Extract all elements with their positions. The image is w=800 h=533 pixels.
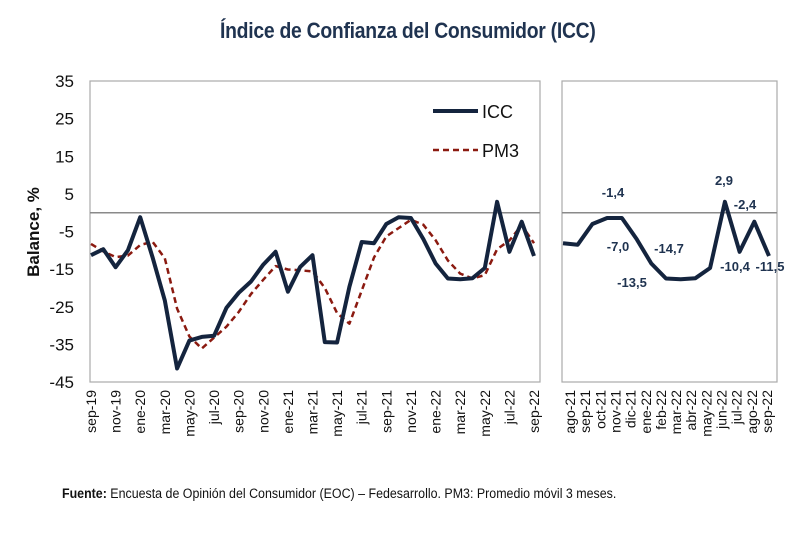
icc-zoom-line — [562, 199, 771, 282]
x-tick-label: jul-21 — [354, 390, 370, 425]
x-tick-label: mar-22 — [452, 390, 468, 435]
x-tick-label: abr-22 — [683, 390, 699, 431]
legend-pm3-label: PM3 — [482, 141, 519, 161]
source-label: Fuente: — [62, 486, 107, 501]
y-tick-label: -5 — [59, 223, 74, 242]
data-label: -10,4 — [720, 259, 750, 274]
x-tick-label: dic-21 — [623, 390, 639, 428]
y-tick-label: -15 — [49, 260, 74, 279]
right-plot-frame — [561, 80, 778, 383]
x-tick-label: mar-22 — [668, 390, 684, 435]
x-tick-label: ago-22 — [744, 390, 760, 434]
data-label: -7,0 — [607, 239, 629, 254]
data-label: -11,5 — [756, 259, 785, 274]
y-tick-label: 35 — [55, 72, 74, 91]
x-tick-label: may-22 — [477, 390, 493, 437]
right-panel: ago-21 sep-21 oct-21 nov-21 dic-21 ene-22 feb-… — [561, 80, 785, 437]
x-tick-label: jul-22 — [501, 390, 517, 425]
data-label: -13,5 — [617, 275, 647, 290]
data-label: -1,4 — [602, 185, 625, 200]
x-tick-label: mar-20 — [157, 390, 173, 435]
data-label: -2,4 — [734, 197, 757, 212]
x-tick-label: oct-21 — [592, 390, 608, 429]
data-label: -14,7 — [654, 241, 684, 256]
source-note: Fuente: Encuesta de Opinión del Consumid… — [62, 486, 616, 501]
y-tick-label: 25 — [55, 110, 74, 129]
x-tick-label: sep-21 — [378, 390, 394, 433]
x-tick-label: sep-22 — [759, 390, 775, 433]
x-tick-label: ene-20 — [132, 390, 148, 434]
x-tick-label: feb-22 — [653, 390, 669, 430]
x-tick-label: ago-21 — [562, 390, 578, 434]
y-axis-label: Balance, % — [24, 187, 43, 277]
x-tick-label: ene-22 — [428, 390, 444, 434]
x-tick-label: nov-21 — [607, 390, 623, 433]
left-plot-frame — [89, 80, 541, 383]
x-tick-label: ene-22 — [638, 390, 654, 434]
x-tick-label: jun-22 — [714, 390, 730, 430]
x-tick-label: nov-20 — [255, 390, 271, 433]
data-label: 2,9 — [715, 173, 733, 188]
x-tick-label: sep-20 — [231, 390, 247, 433]
y-tick-label: -45 — [49, 373, 74, 392]
x-tick-label: nov-19 — [108, 390, 124, 433]
x-tick-label: jul-22 — [729, 390, 745, 425]
y-tick-label: -35 — [49, 335, 74, 354]
y-tick-label: 5 — [65, 185, 74, 204]
source-text: Encuesta de Opinión del Consumidor (EOC)… — [106, 486, 617, 501]
x-tick-label: may-22 — [698, 390, 714, 437]
x-tick-label: mar-21 — [305, 390, 321, 435]
icc-line — [90, 199, 536, 371]
x-tick-label: sep-22 — [526, 390, 542, 433]
x-tick-label: may-21 — [329, 390, 345, 437]
y-tick-label: -25 — [49, 298, 74, 317]
x-tick-label: nov-21 — [403, 390, 419, 433]
x-tick-label: sep-21 — [577, 390, 593, 433]
x-tick-label: may-20 — [181, 390, 197, 437]
legend: ICC PM3 — [433, 102, 519, 161]
pm3-line — [90, 218, 536, 350]
legend-icc-label: ICC — [482, 102, 513, 122]
x-tick-label: sep-19 — [83, 390, 99, 433]
chart-title: Índice de Confianza del Consumidor (ICC) — [220, 18, 596, 43]
left-panel: 35 25 15 5 -5 -15 -25 -35 -45 sep-19 nov-19 ene-20 m… — [49, 72, 542, 437]
x-tick-label: jul-20 — [206, 390, 222, 425]
x-tick-label: ene-21 — [280, 390, 296, 434]
y-tick-label: 15 — [55, 147, 74, 166]
